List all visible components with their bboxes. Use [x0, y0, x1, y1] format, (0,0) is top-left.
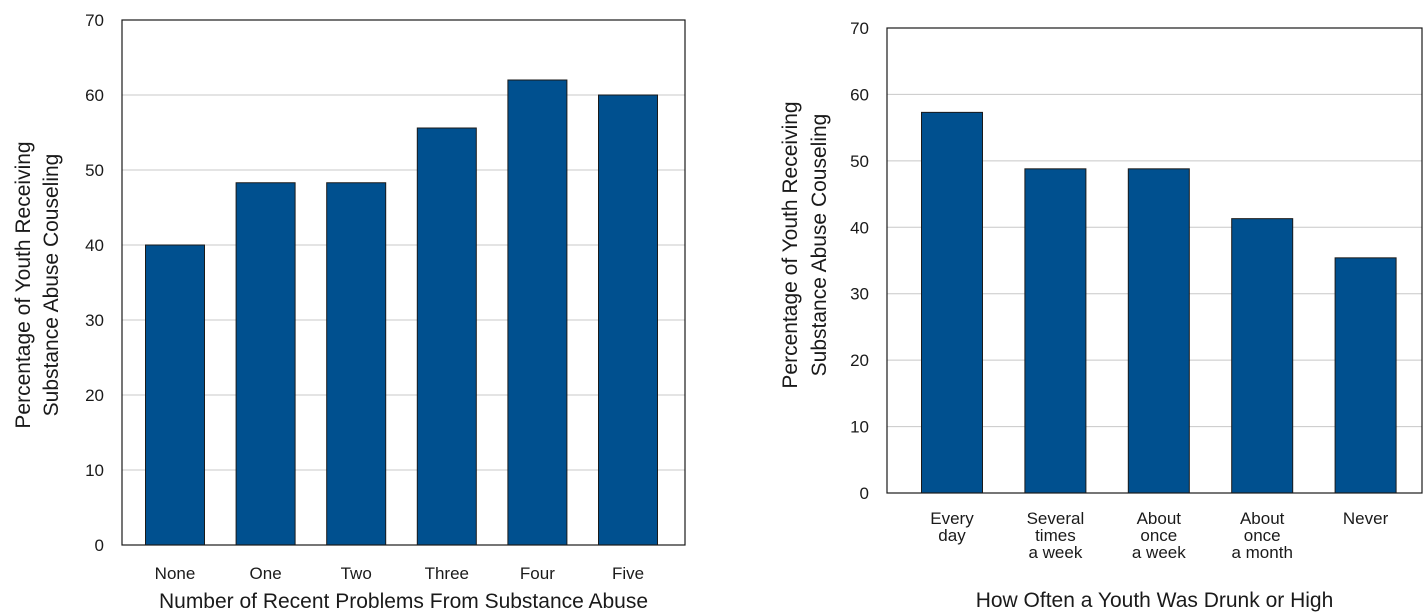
plot-frame [121, 19, 686, 546]
x-tick-label: About once a week [1132, 509, 1186, 562]
x-tick-label: Two [341, 564, 372, 583]
x-tick-label: Four [520, 564, 555, 583]
bar-none [145, 244, 205, 546]
bar-about-once-a-week [1127, 168, 1190, 494]
y-tick-label: 50 [85, 161, 104, 180]
y-tick-label: 20 [850, 351, 869, 370]
bar-every-day [921, 111, 983, 494]
bar-three [416, 127, 477, 546]
y-axis-title-line: Percentage of Youth Receiving [779, 101, 802, 388]
x-tick-label: One [250, 564, 282, 583]
bar-four [507, 79, 568, 546]
y-tick-label: 70 [85, 11, 104, 30]
x-tick-label: Five [612, 564, 644, 583]
x-axis-title: How Often a Youth Was Drunk or High [976, 589, 1334, 612]
y-tick-label: 40 [85, 236, 104, 255]
y-tick-label: 60 [850, 85, 869, 104]
bar-two [326, 182, 387, 546]
y-tick-label: 30 [85, 311, 104, 330]
y-tick-label: 50 [850, 152, 869, 171]
bar-about-once-a-month [1231, 218, 1294, 494]
x-tick-label: None [155, 564, 196, 583]
bar-several-times-a-week [1024, 168, 1087, 494]
y-tick-label: 70 [850, 19, 869, 38]
y-tick-label: 10 [850, 418, 869, 437]
y-axis-title-line: Substance Abuse Couseling [40, 154, 63, 417]
y-tick-label: 0 [860, 484, 869, 503]
bar-five [598, 94, 658, 546]
x-axis-title: Number of Recent Problems From Substance… [159, 590, 648, 613]
y-tick-label: 10 [85, 461, 104, 480]
y-tick-label: 30 [850, 285, 869, 304]
x-tick-label: Three [425, 564, 469, 583]
y-axis-title-line: Substance Abuse Couseling [808, 114, 831, 377]
y-tick-label: 0 [95, 536, 104, 555]
y-axis-title-line: Percentage of Youth Receiving [12, 141, 35, 428]
chart-1: 0 10 20 30 40 50 60 70 None One Two Three Four Five Nu… [12, 11, 686, 613]
chart-2: 0 10 20 30 40 50 60 70 Every day Several times a wee… [779, 19, 1423, 612]
x-tick-label: Never [1343, 509, 1389, 528]
y-tick-label: 20 [85, 386, 104, 405]
plot-frame [886, 27, 1423, 494]
bar-one [235, 182, 296, 546]
x-tick-label: About once a month [1231, 509, 1292, 562]
x-tick-label: Every day [930, 509, 974, 545]
y-tick-label: 40 [850, 218, 869, 237]
x-tick-label: Several times a week [1027, 509, 1085, 562]
y-tick-label: 60 [85, 86, 104, 105]
bar-never [1334, 257, 1397, 494]
